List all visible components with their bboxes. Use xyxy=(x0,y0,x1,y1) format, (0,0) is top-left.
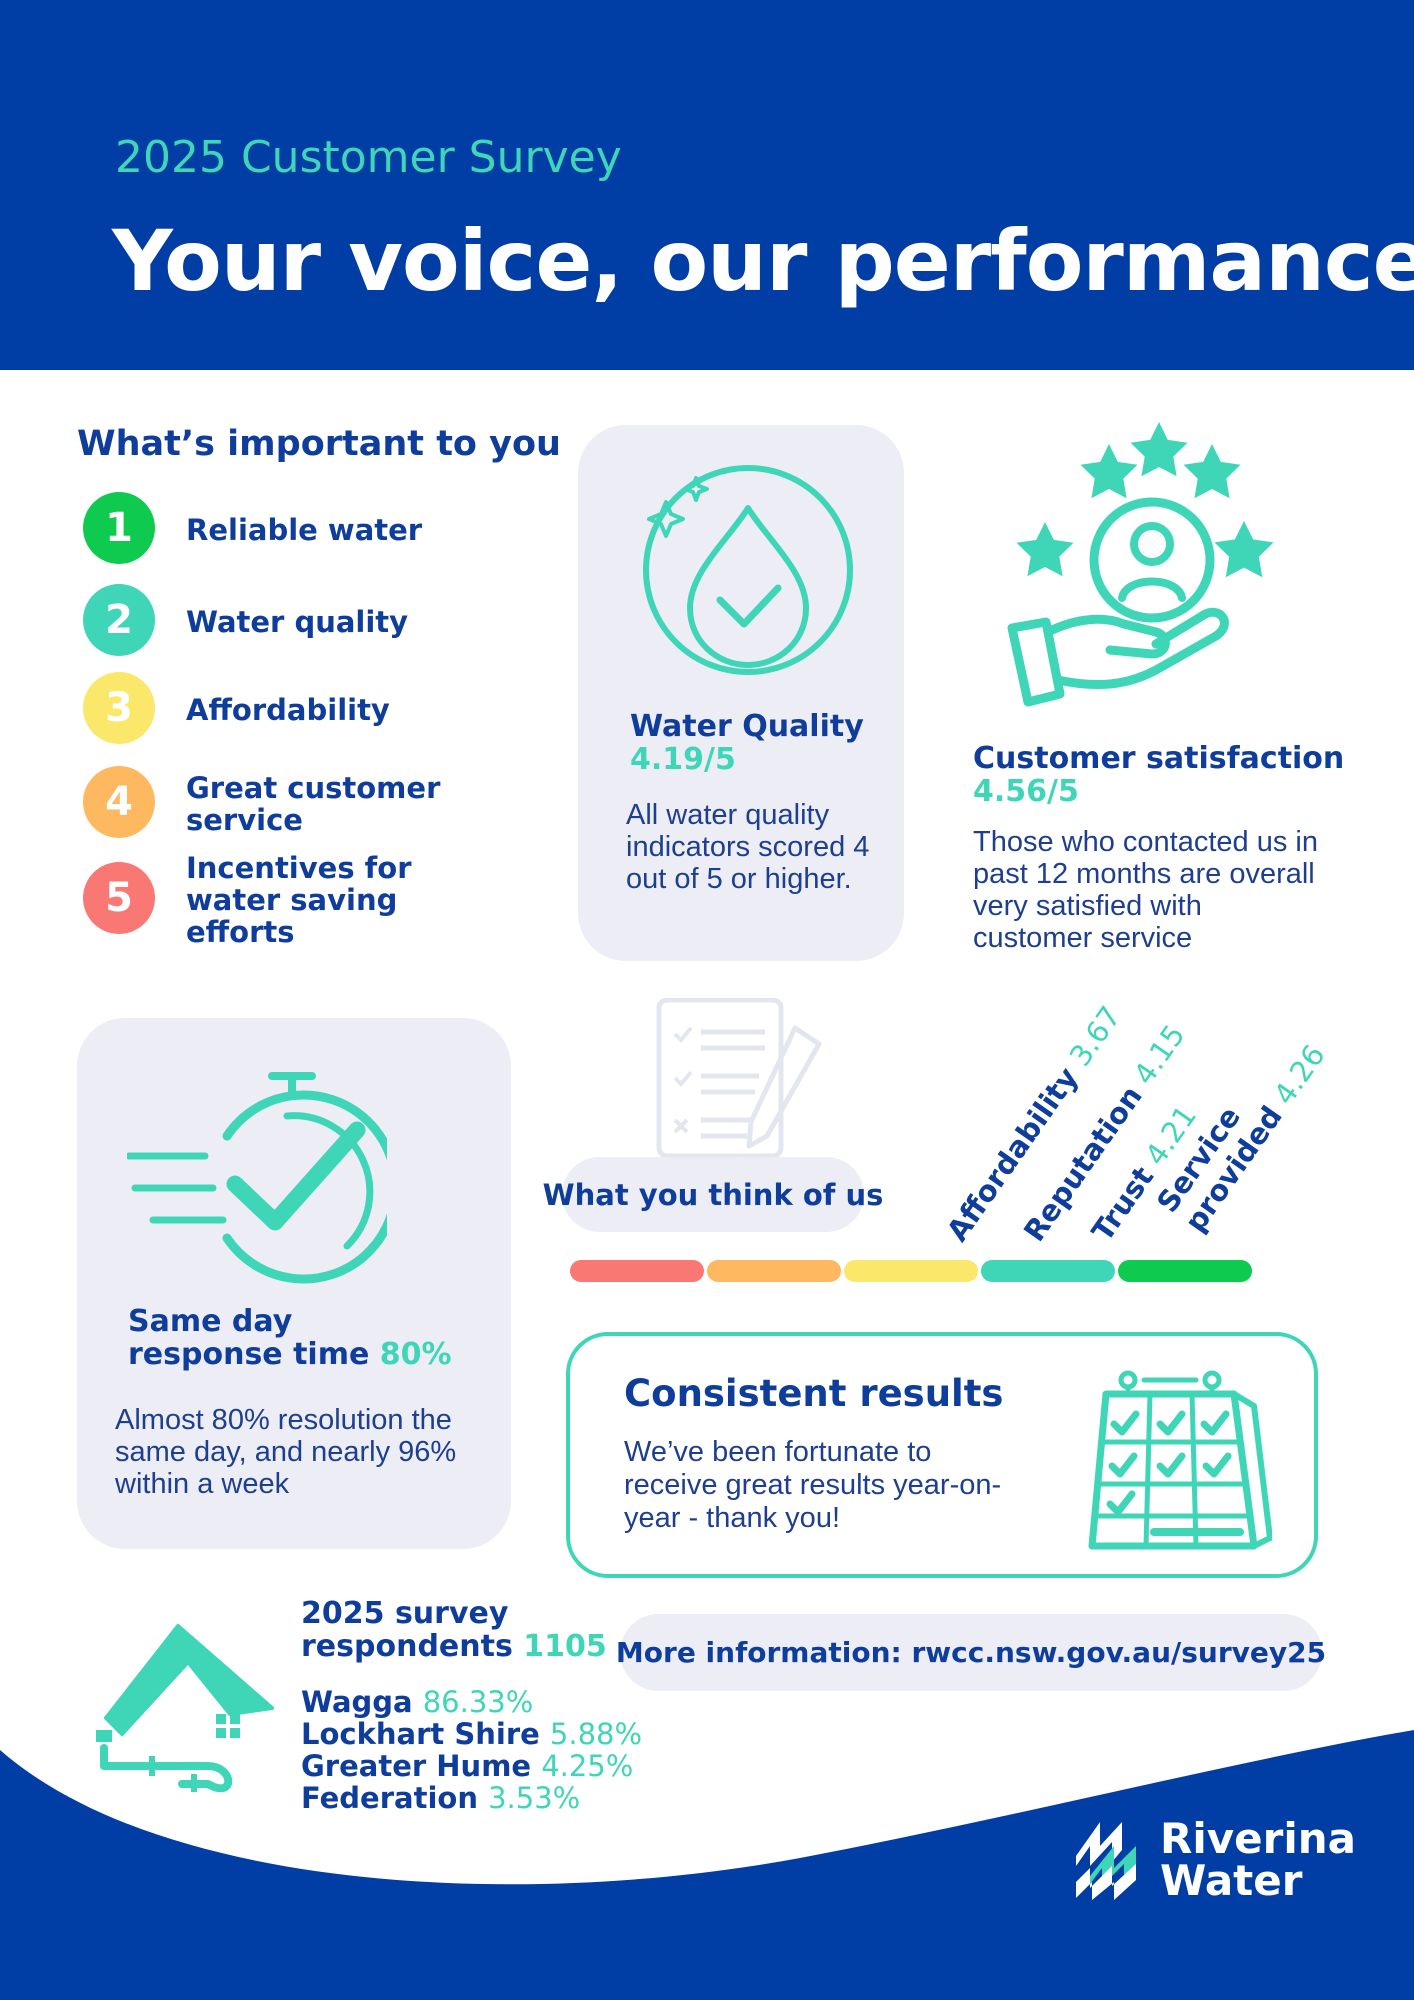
water-drop-check-icon xyxy=(643,465,853,675)
riverina-water-logo-icon xyxy=(1076,1822,1136,1900)
satisfaction-title: Customer satisfaction xyxy=(973,741,1345,776)
page-title: Your voice, our performance xyxy=(112,212,1414,310)
rating-value: 3.67 xyxy=(1062,999,1128,1073)
footer-wave xyxy=(0,1730,1414,2000)
respondents-title-line2: respondents xyxy=(301,1629,513,1664)
scale-bar-4 xyxy=(981,1260,1115,1282)
scale-bar-2 xyxy=(707,1260,841,1282)
priority-label: Great customer service xyxy=(186,771,441,837)
water-quality-score: 4.19/5 xyxy=(630,742,736,777)
priority-number: 3 xyxy=(83,672,155,744)
respondents-title-line1: 2025 survey xyxy=(301,1596,509,1631)
logo-line1: Riverina xyxy=(1160,1814,1356,1863)
water-quality-card: Water Quality 4.19/5 All water quality i… xyxy=(578,425,904,961)
respondents-title: 2025 survey respondents 1105 xyxy=(301,1597,607,1663)
header-banner: 2025 Customer Survey Your voice, our per… xyxy=(0,0,1414,370)
respondents-count: 1105 xyxy=(523,1629,607,1664)
region-name: Greater Hume xyxy=(301,1749,532,1783)
stopwatch-check-icon xyxy=(127,1072,387,1284)
region-row: Lockhart Shire 5.88% xyxy=(301,1718,642,1750)
response-value: 80% xyxy=(379,1337,452,1372)
priority-number: 2 xyxy=(83,584,155,656)
priority-label: Water quality xyxy=(186,605,409,639)
priority-item-1: 1 Reliable water xyxy=(83,492,553,568)
consistent-title: Consistent results xyxy=(624,1372,1004,1415)
satisfaction-text: Those who contacted us in past 12 months… xyxy=(973,826,1318,954)
response-title-line1: Same day xyxy=(128,1304,293,1339)
region-row: Wagga 86.33% xyxy=(301,1686,533,1718)
clipboard-pencil-icon xyxy=(656,998,822,1158)
priority-label: Affordability xyxy=(186,693,390,727)
region-name: Wagga xyxy=(301,1685,413,1719)
consistent-results-box: Consistent results We’ve been fortunate … xyxy=(566,1332,1318,1578)
survey-subtitle: 2025 Customer Survey xyxy=(115,132,622,183)
calendar-checks-icon xyxy=(1088,1370,1272,1550)
what-you-think-label: What you think of us xyxy=(543,1157,883,1232)
riverina-water-logo: Riverina Water xyxy=(1160,1818,1356,1902)
priority-number: 5 xyxy=(83,862,155,934)
scale-bar-5 xyxy=(1118,1260,1252,1282)
water-quality-text: All water quality indicators scored 4 ou… xyxy=(626,799,870,895)
priority-label: Reliable water xyxy=(186,513,423,547)
region-pct: 86.33% xyxy=(422,1685,534,1719)
region-pct: 4.25% xyxy=(541,1749,634,1783)
priority-item-5: 5 Incentives for water saving efforts xyxy=(83,852,553,948)
response-title: Same day response time 80% xyxy=(128,1305,452,1371)
more-info-link[interactable]: More information: rwcc.nsw.gov.au/survey… xyxy=(616,1614,1326,1691)
satisfaction-score: 4.56/5 xyxy=(973,774,1079,809)
scale-bar-3 xyxy=(844,1260,978,1282)
region-row: Greater Hume 4.25% xyxy=(301,1750,633,1782)
scale-bar-1 xyxy=(570,1260,704,1282)
region-row: Federation 3.53% xyxy=(301,1782,580,1814)
house-pipe-icon xyxy=(96,1624,274,1792)
response-time-card: Same day response time 80% Almost 80% re… xyxy=(77,1018,511,1549)
response-title-text: response time xyxy=(128,1337,370,1372)
satisfaction-stars-hand-icon xyxy=(1007,422,1273,707)
priorities-heading: What’s important to you xyxy=(77,424,561,464)
priority-number: 1 xyxy=(83,492,155,564)
logo-line2: Water xyxy=(1160,1856,1303,1905)
region-pct: 3.53% xyxy=(488,1781,581,1815)
priority-label: Incentives for water saving efforts xyxy=(186,851,412,949)
priority-item-3: 3 Affordability xyxy=(83,672,553,748)
water-quality-title: Water Quality xyxy=(630,709,864,744)
consistent-text: We’ve been fortunate to receive great re… xyxy=(624,1436,1002,1534)
region-name: Federation xyxy=(301,1781,478,1815)
response-text: Almost 80% resolution the same day, and … xyxy=(115,1404,457,1500)
region-pct: 5.88% xyxy=(549,1717,643,1751)
response-title-line2: response time 80% xyxy=(128,1338,452,1371)
rating-value: 4.15 xyxy=(1126,1018,1192,1091)
region-name: Lockhart Shire xyxy=(301,1717,540,1751)
priority-item-2: 2 Water quality xyxy=(83,584,553,660)
priority-item-4: 4 Great customer service xyxy=(83,766,553,842)
priority-number: 4 xyxy=(83,766,155,838)
